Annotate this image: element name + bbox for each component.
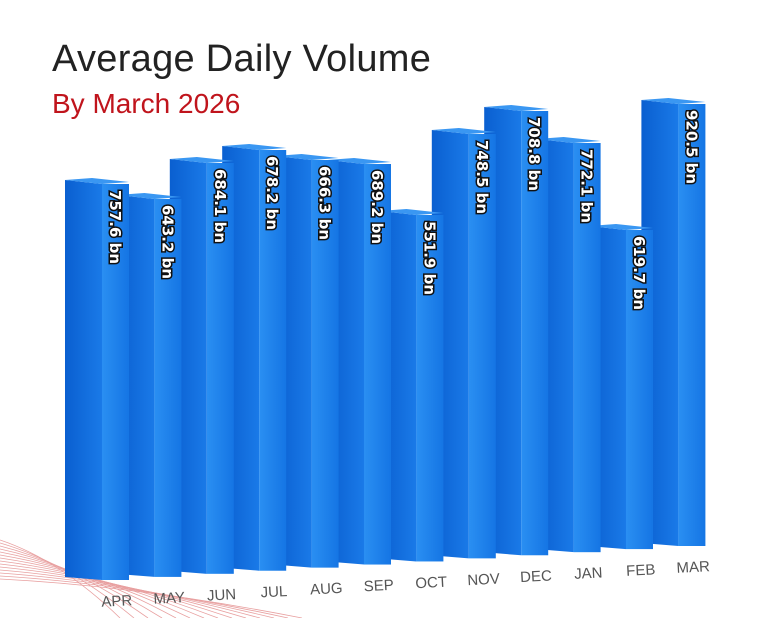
x-tick-label: APR: [101, 592, 133, 611]
data-label: 678.2 bn: [263, 156, 281, 230]
bar-front: [626, 230, 653, 550]
bar-front: [364, 164, 391, 565]
data-label: 619.7 bn: [630, 236, 648, 310]
bar-top: [431, 128, 496, 134]
bar-top: [169, 157, 234, 163]
bar-top: [536, 137, 601, 143]
decorative-lines: [0, 539, 303, 618]
decor-line: [0, 569, 261, 618]
bar-top: [222, 144, 287, 150]
decor-line: [0, 566, 247, 618]
bar-front: [154, 199, 182, 577]
data-label: 643.2 bn: [158, 205, 176, 279]
x-tick-label: OCT: [415, 574, 448, 593]
decor-line: [0, 575, 289, 618]
x-tick-label: JUL: [260, 583, 288, 601]
chart-subtitle: By March 2026: [52, 88, 241, 119]
data-label: 666.3 bn: [316, 166, 334, 240]
bar-top: [589, 224, 653, 230]
bar-top: [274, 154, 339, 160]
x-tick-label: SEP: [363, 577, 394, 596]
bar-front: [416, 215, 444, 562]
bar-front: [206, 163, 234, 574]
x-tick-label: MAR: [676, 558, 710, 577]
bar-front: [573, 143, 601, 553]
data-label: 708.8 bn: [525, 117, 543, 191]
decor-line: [0, 563, 233, 618]
bar-front: [311, 160, 339, 568]
data-label: 757.6 bn: [106, 190, 124, 264]
bar-front: [468, 134, 496, 559]
data-label: 772.1 bn: [578, 149, 596, 223]
x-tick-label: AUG: [310, 580, 343, 599]
bar-top: [65, 178, 129, 184]
bar-front: [259, 150, 287, 571]
bar-front: [521, 111, 549, 556]
bar-top: [641, 98, 706, 104]
bar-side: [65, 180, 102, 580]
x-tick-label: FEB: [626, 561, 656, 580]
x-tick-label: MAY: [153, 589, 185, 608]
x-tick-label: JAN: [574, 564, 603, 582]
data-label: 920.5 bn: [682, 110, 700, 184]
bar-top: [484, 105, 549, 111]
data-label: 684.1 bn: [211, 169, 229, 243]
bar-top: [117, 193, 182, 199]
data-label: 689.2 bn: [368, 170, 386, 244]
x-tick-label: DEC: [520, 567, 553, 586]
x-tick-label: JUN: [207, 586, 237, 605]
x-tick-label: NOV: [467, 571, 500, 590]
chart-title: Average Daily Volume: [52, 38, 432, 80]
decor-line: [0, 578, 303, 618]
data-label: 748.5 bn: [473, 140, 491, 214]
data-label: 551.9 bn: [420, 221, 438, 295]
bar-top: [327, 158, 391, 164]
decor-line: [0, 572, 275, 618]
bars: [65, 98, 706, 580]
labels: 920.5 bn MAR 619.7 bn FEB 772.1 bn JAN 708.8 b…: [101, 109, 710, 611]
bar-front: [678, 104, 706, 546]
bar-apr: [65, 178, 129, 580]
bar-front: [102, 184, 129, 580]
bar-top: [379, 209, 444, 215]
